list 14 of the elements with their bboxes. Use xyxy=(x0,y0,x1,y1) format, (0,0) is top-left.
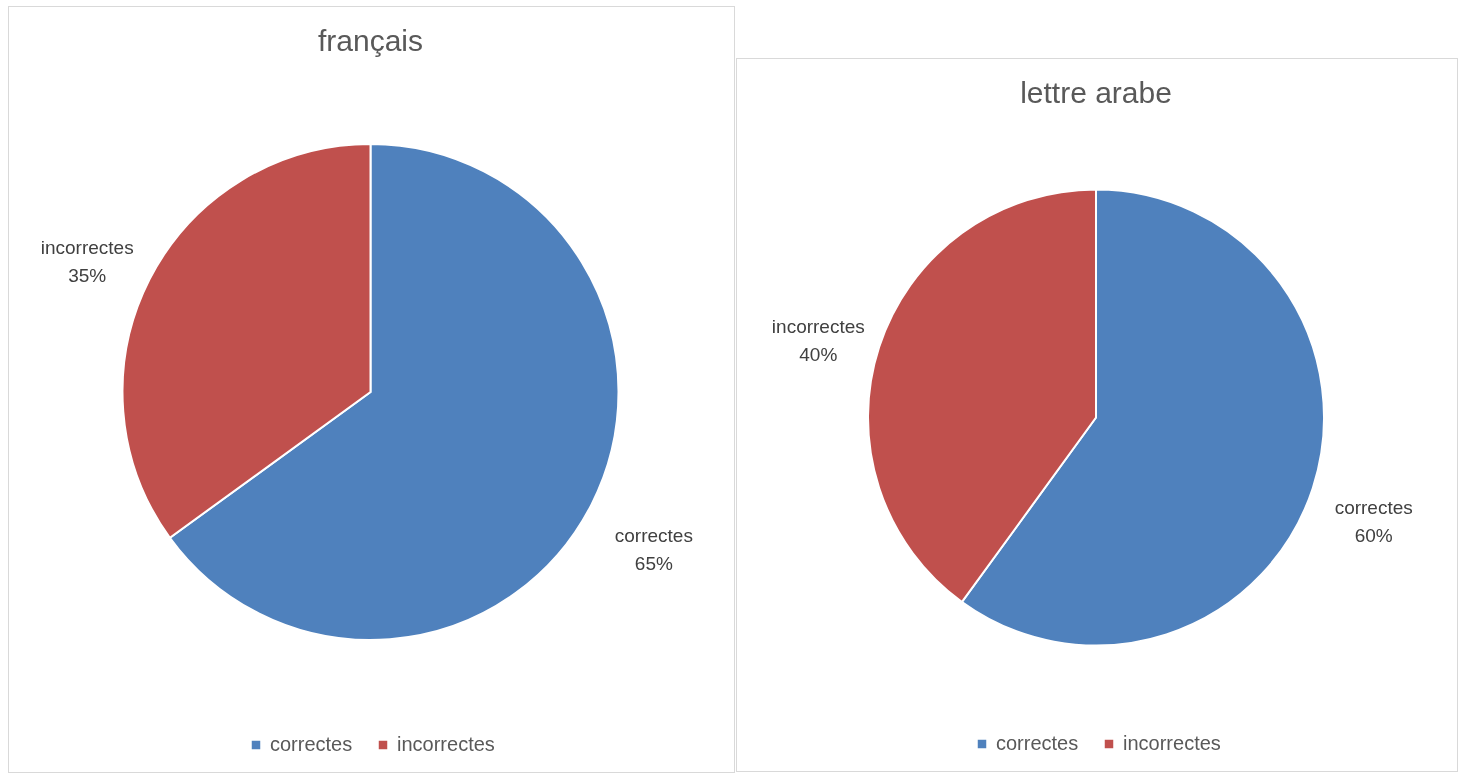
slice-label: incorrectes xyxy=(40,236,134,258)
data-label: 40% xyxy=(799,344,838,366)
legend-label: incorrectes xyxy=(1123,732,1221,754)
data-label: 65% xyxy=(634,553,673,575)
slice-label: incorrectes xyxy=(771,316,865,338)
data-label: 60% xyxy=(1354,524,1393,546)
legend-label: incorrectes xyxy=(397,733,495,755)
data-label: 35% xyxy=(68,264,107,286)
chart-title: français xyxy=(317,24,424,57)
slice-label: correctes xyxy=(614,525,693,547)
slice-label: correctes xyxy=(1334,496,1413,518)
legend-label: correctes xyxy=(996,732,1079,754)
legend-label: correctes xyxy=(270,733,353,755)
chart-title: lettre arabe xyxy=(1020,76,1172,109)
